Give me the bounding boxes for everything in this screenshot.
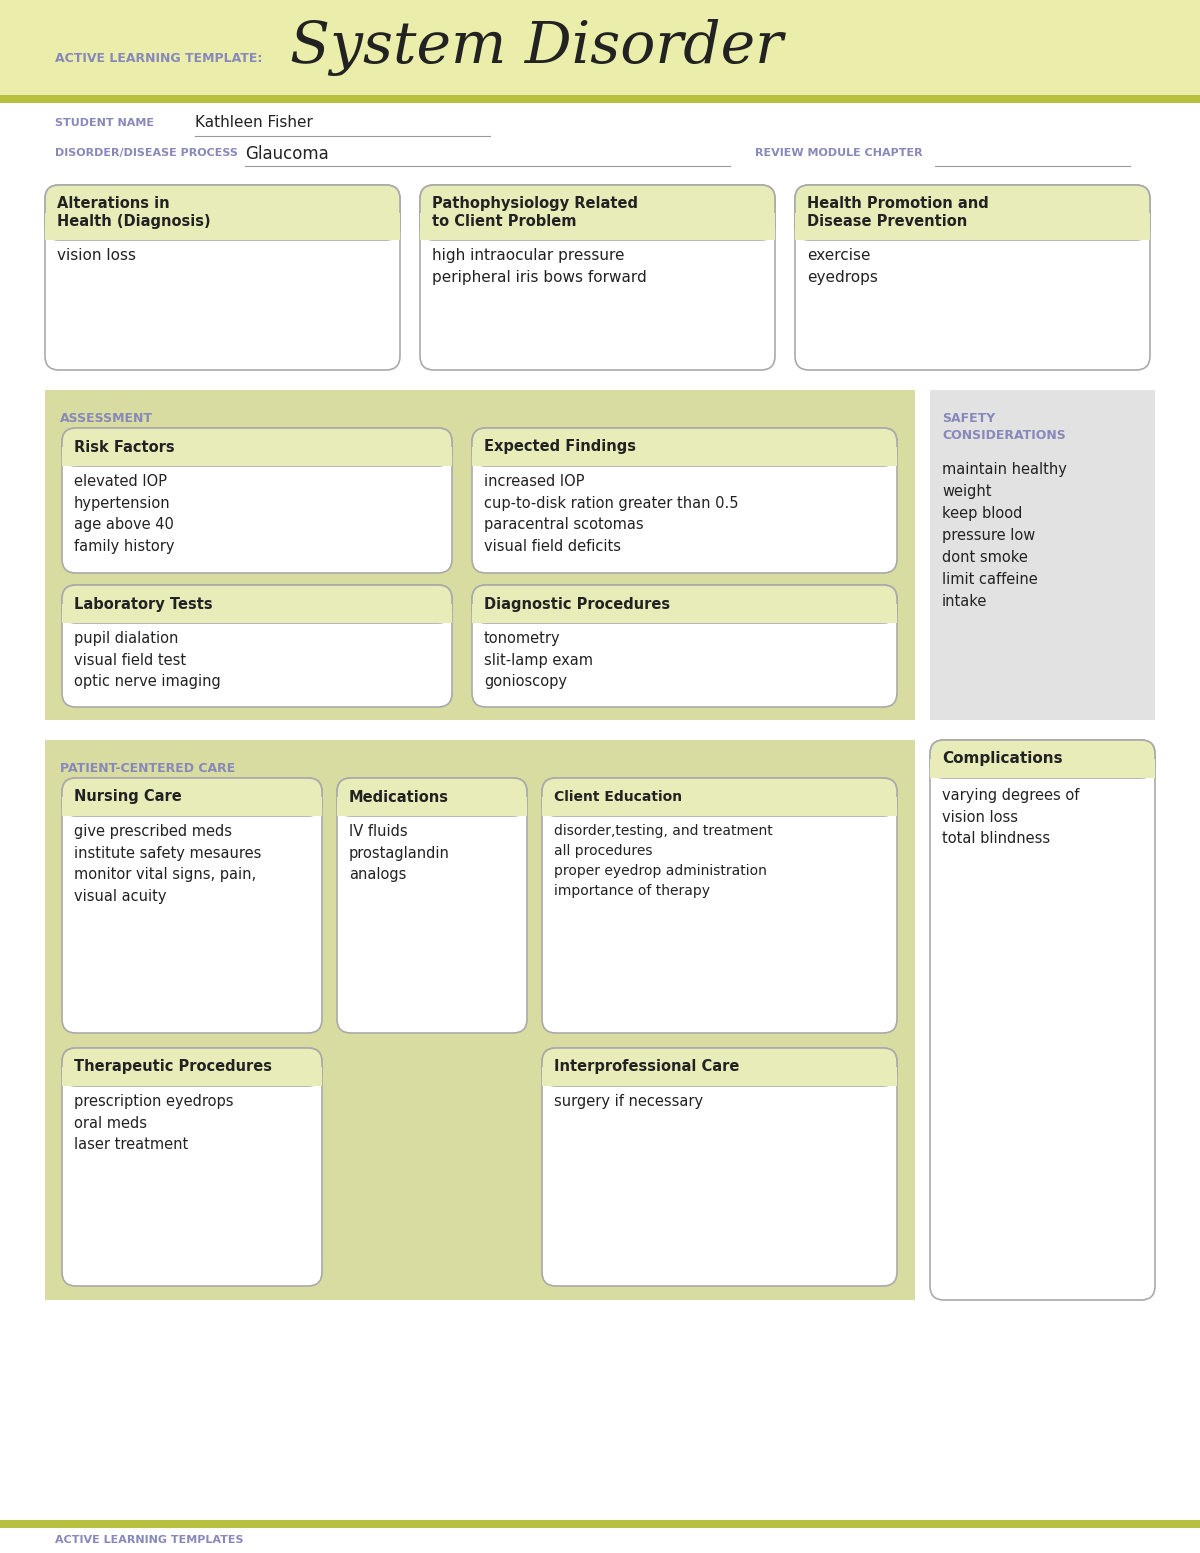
FancyBboxPatch shape <box>62 585 452 707</box>
Text: ACTIVE LEARNING TEMPLATES: ACTIVE LEARNING TEMPLATES <box>55 1534 244 1545</box>
Text: maintain healthy
weight
keep blood
pressure low
dont smoke
limit caffeine
intake: maintain healthy weight keep blood press… <box>942 461 1067 609</box>
Text: PATIENT-CENTERED CARE: PATIENT-CENTERED CARE <box>60 763 235 775</box>
Text: IV fluids
prostaglandin
analogs: IV fluids prostaglandin analogs <box>349 825 450 882</box>
Text: prescription eyedrops
oral meds
laser treatment: prescription eyedrops oral meds laser tr… <box>74 1093 234 1152</box>
FancyBboxPatch shape <box>472 585 898 623</box>
Text: Complications: Complications <box>942 752 1063 767</box>
Text: Pathophysiology Related
to Client Problem: Pathophysiology Related to Client Proble… <box>432 196 638 230</box>
Text: give prescribed meds
institute safety mesaures
monitor vital signs, pain,
visual: give prescribed meds institute safety me… <box>74 825 262 904</box>
Text: Medications: Medications <box>349 789 449 804</box>
FancyBboxPatch shape <box>542 778 898 815</box>
Text: Client Education: Client Education <box>554 790 682 804</box>
FancyBboxPatch shape <box>796 185 1150 370</box>
FancyBboxPatch shape <box>62 778 322 1033</box>
Bar <box>46 213 400 241</box>
Bar <box>62 604 452 623</box>
Text: Diagnostic Procedures: Diagnostic Procedures <box>484 596 670 612</box>
Bar <box>46 739 916 1300</box>
FancyBboxPatch shape <box>62 429 452 466</box>
Text: Expected Findings: Expected Findings <box>484 439 636 455</box>
Text: Nursing Care: Nursing Care <box>74 789 181 804</box>
FancyBboxPatch shape <box>62 585 452 623</box>
Text: elevated IOP
hypertension
age above 40
family history: elevated IOP hypertension age above 40 f… <box>74 474 174 554</box>
Bar <box>0 95 1200 102</box>
Bar <box>46 390 916 721</box>
FancyBboxPatch shape <box>472 585 898 707</box>
Text: Therapeutic Procedures: Therapeutic Procedures <box>74 1059 272 1075</box>
Text: SAFETY
CONSIDERATIONS: SAFETY CONSIDERATIONS <box>942 412 1066 443</box>
Bar <box>542 797 898 815</box>
Text: STUDENT NAME: STUDENT NAME <box>55 118 154 127</box>
Bar <box>62 797 322 815</box>
Text: high intraocular pressure
peripheral iris bows forward: high intraocular pressure peripheral iri… <box>432 248 647 284</box>
FancyBboxPatch shape <box>420 185 775 370</box>
FancyBboxPatch shape <box>337 778 527 815</box>
Bar <box>796 213 1150 241</box>
FancyBboxPatch shape <box>796 185 1150 241</box>
Text: Glaucoma: Glaucoma <box>245 144 329 163</box>
Text: tonometry
slit-lamp exam
gonioscopy: tonometry slit-lamp exam gonioscopy <box>484 631 593 690</box>
Text: Alterations in
Health (Diagnosis): Alterations in Health (Diagnosis) <box>58 196 211 230</box>
FancyBboxPatch shape <box>46 185 400 370</box>
Bar <box>472 447 898 466</box>
FancyBboxPatch shape <box>62 1048 322 1086</box>
Text: disorder,testing, and treatment
all procedures
proper eyedrop administration
imp: disorder,testing, and treatment all proc… <box>554 825 773 898</box>
Text: increased IOP
cup-to-disk ration greater than 0.5
paracentral scotomas
visual fi: increased IOP cup-to-disk ration greater… <box>484 474 738 554</box>
FancyBboxPatch shape <box>46 185 400 241</box>
Text: Interprofessional Care: Interprofessional Care <box>554 1059 739 1075</box>
Bar <box>62 1067 322 1086</box>
Text: exercise
eyedrops: exercise eyedrops <box>808 248 878 284</box>
FancyBboxPatch shape <box>62 429 452 573</box>
Bar <box>337 797 527 815</box>
Bar <box>0 0 1200 95</box>
Bar <box>0 1520 1200 1528</box>
Text: ACTIVE LEARNING TEMPLATE:: ACTIVE LEARNING TEMPLATE: <box>55 51 263 65</box>
Text: pupil dialation
visual field test
optic nerve imaging: pupil dialation visual field test optic … <box>74 631 221 690</box>
Text: ASSESSMENT: ASSESSMENT <box>60 412 154 426</box>
Text: System Disorder: System Disorder <box>290 20 784 76</box>
FancyBboxPatch shape <box>542 1048 898 1086</box>
Text: Health Promotion and
Disease Prevention: Health Promotion and Disease Prevention <box>808 196 989 230</box>
Text: Risk Factors: Risk Factors <box>74 439 175 455</box>
FancyBboxPatch shape <box>472 429 898 466</box>
FancyBboxPatch shape <box>62 778 322 815</box>
Text: varying degrees of
vision loss
total blindness: varying degrees of vision loss total bli… <box>942 787 1079 846</box>
FancyBboxPatch shape <box>930 739 1154 1300</box>
FancyBboxPatch shape <box>337 778 527 1033</box>
Bar <box>472 604 898 623</box>
FancyBboxPatch shape <box>62 1048 322 1286</box>
Bar <box>62 447 452 466</box>
FancyBboxPatch shape <box>930 739 1154 778</box>
Bar <box>542 1067 898 1086</box>
Text: Laboratory Tests: Laboratory Tests <box>74 596 212 612</box>
Bar <box>930 759 1154 778</box>
Bar <box>930 390 1154 721</box>
FancyBboxPatch shape <box>472 429 898 573</box>
FancyBboxPatch shape <box>420 185 775 241</box>
Text: vision loss: vision loss <box>58 248 136 262</box>
Text: DISORDER/DISEASE PROCESS: DISORDER/DISEASE PROCESS <box>55 148 238 158</box>
FancyBboxPatch shape <box>542 1048 898 1286</box>
Text: surgery if necessary: surgery if necessary <box>554 1093 703 1109</box>
Bar <box>420 213 775 241</box>
Text: REVIEW MODULE CHAPTER: REVIEW MODULE CHAPTER <box>755 148 923 158</box>
FancyBboxPatch shape <box>542 778 898 1033</box>
Text: Kathleen Fisher: Kathleen Fisher <box>194 115 313 130</box>
